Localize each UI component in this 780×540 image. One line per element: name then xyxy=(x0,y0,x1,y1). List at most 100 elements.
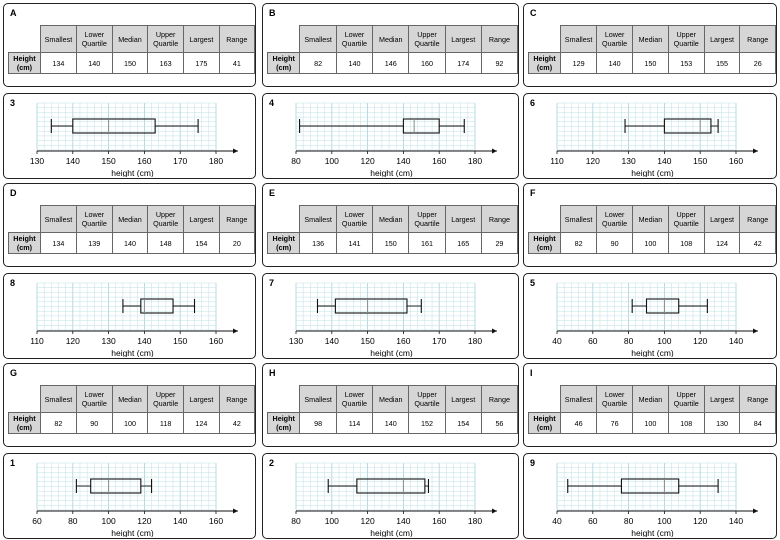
table-card-h: H Smallest Lower Quartile Median Upper Quart… xyxy=(262,363,519,447)
table-header-row: Smallest Lower Quartile Median Upper Quarti… xyxy=(267,25,519,53)
column-header: Median xyxy=(632,205,669,233)
x-tick-label: 130 xyxy=(622,156,636,166)
iqr-box xyxy=(90,478,142,494)
boxplot-card-7: 7 130 140 150 160 170 180 height (cm) xyxy=(262,273,519,359)
column-header: Lower Quartile xyxy=(75,385,113,413)
boxplot-card-8: 8 110 120 130 140 150 160 height (cm) xyxy=(3,273,256,359)
card-label: G xyxy=(10,368,18,378)
axis-arrow xyxy=(233,328,238,334)
boxplot-card-3: 3 130 140 150 160 170 180 height (cm) xyxy=(3,93,256,179)
whiskers xyxy=(122,299,196,313)
table-header-row: Smallest Lower Quartile Median Upper Quarti… xyxy=(528,385,776,413)
table-cell: 82 xyxy=(39,412,77,434)
x-tick-label: 150 xyxy=(361,336,375,346)
column-header: Lower Quartile xyxy=(596,205,634,233)
table-cell: 118 xyxy=(147,412,185,434)
table-cell: 161 xyxy=(408,232,446,254)
card-label: H xyxy=(269,368,276,378)
table-card-g: G Smallest Lower Quartile Median Upper Quart… xyxy=(3,363,256,447)
x-tick-label: 170 xyxy=(173,156,187,166)
summary-table: Smallest Lower Quartile Median Upper Quarti… xyxy=(527,385,776,434)
column-header: Median xyxy=(111,385,149,413)
x-tick-label: 130 xyxy=(30,156,44,166)
table-cell: 42 xyxy=(739,232,776,254)
x-tick-label: 150 xyxy=(173,336,187,346)
column-header: Largest xyxy=(183,205,220,233)
axis-arrow xyxy=(233,508,238,514)
table-cell: 100 xyxy=(111,412,149,434)
x-tick-label: 140 xyxy=(396,516,410,526)
table-cell: 92 xyxy=(480,52,519,74)
table-cell: 29 xyxy=(480,232,519,254)
column-header: Largest xyxy=(444,25,482,53)
x-axis-label: height (cm) xyxy=(631,348,674,357)
x-tick-label: 130 xyxy=(102,336,116,346)
grid xyxy=(36,462,217,511)
column-header: Upper Quartile xyxy=(147,385,185,413)
table-cell: 140 xyxy=(111,232,149,254)
table-cell: 41 xyxy=(218,52,256,74)
table-cell: 56 xyxy=(480,412,519,434)
x-tick-label: 160 xyxy=(137,156,151,166)
column-header: Smallest xyxy=(560,25,598,53)
axis-arrow xyxy=(233,148,238,154)
x-tick-label: 160 xyxy=(729,156,743,166)
x-tick-label: 80 xyxy=(624,336,634,346)
column-header: Smallest xyxy=(560,205,598,233)
boxplot-chart: 130 140 150 160 170 180 height (cm) xyxy=(30,102,238,177)
whiskers xyxy=(299,119,465,133)
table-card-f: F Smallest Lower Quartile Median Upper Quart… xyxy=(523,183,777,267)
table-cell: 82 xyxy=(299,52,337,74)
column-header: Lower Quartile xyxy=(335,25,374,53)
boxplot-card-1: 1 60 80 100 120 140 160 height (cm) xyxy=(3,453,256,539)
boxplot-card-9: 9 40 60 80 100 120 140 height (cm) xyxy=(523,453,777,539)
whiskers xyxy=(624,119,719,133)
column-header: Largest xyxy=(703,25,741,53)
whiskers xyxy=(567,479,719,493)
card-label: 7 xyxy=(269,278,275,288)
summary-table: Smallest Lower Quartile Median Upper Quarti… xyxy=(266,25,519,74)
x-tick-label: 180 xyxy=(209,156,223,166)
column-header: Largest xyxy=(703,205,741,233)
column-header: Largest xyxy=(183,25,220,53)
x-tick-label: 160 xyxy=(209,336,223,346)
card-label: 1 xyxy=(10,458,16,468)
whiskers xyxy=(75,479,153,493)
table-cell: 26 xyxy=(739,52,776,74)
table-cell: 124 xyxy=(183,412,220,434)
column-header: Lower Quartile xyxy=(596,25,634,53)
x-tick-label: 170 xyxy=(432,336,446,346)
table-header-row: Smallest Lower Quartile Median Upper Quarti… xyxy=(8,385,256,413)
x-tick-label: 120 xyxy=(361,516,375,526)
boxplot-chart: 40 60 80 100 120 140 height (cm) xyxy=(552,462,758,537)
table-cell: 76 xyxy=(596,412,634,434)
row-header: Height (cm) xyxy=(527,52,562,74)
row-header: Height (cm) xyxy=(8,232,41,254)
table-cell: 140 xyxy=(75,52,113,74)
axis-arrow xyxy=(492,508,497,514)
x-tick-label: 150 xyxy=(693,156,707,166)
iqr-box xyxy=(663,118,712,134)
column-header: Median xyxy=(632,385,669,413)
table-cell: 165 xyxy=(444,232,482,254)
grid xyxy=(36,282,217,331)
table-cell: 146 xyxy=(372,52,410,74)
table-corner xyxy=(267,385,301,413)
column-header: Smallest xyxy=(560,385,598,413)
grid xyxy=(295,462,476,511)
x-axis-label: height (cm) xyxy=(631,528,674,537)
table-cell: 108 xyxy=(667,232,705,254)
column-header: Median xyxy=(372,205,410,233)
table-corner xyxy=(8,385,41,413)
x-tick-label: 40 xyxy=(552,336,562,346)
column-header: Range xyxy=(218,385,256,413)
boxplot-card-2: 2 80 100 120 140 160 180 height (cm) xyxy=(262,453,519,539)
table-cell: 90 xyxy=(596,232,634,254)
iqr-box xyxy=(356,478,426,494)
x-tick-label: 120 xyxy=(693,336,707,346)
card-label: 6 xyxy=(530,98,536,108)
x-tick-label: 80 xyxy=(291,156,301,166)
column-header: Median xyxy=(372,25,410,53)
card-label: 3 xyxy=(10,98,16,108)
table-row: Height (cm) 82 90 100 118 124 42 xyxy=(8,412,256,434)
